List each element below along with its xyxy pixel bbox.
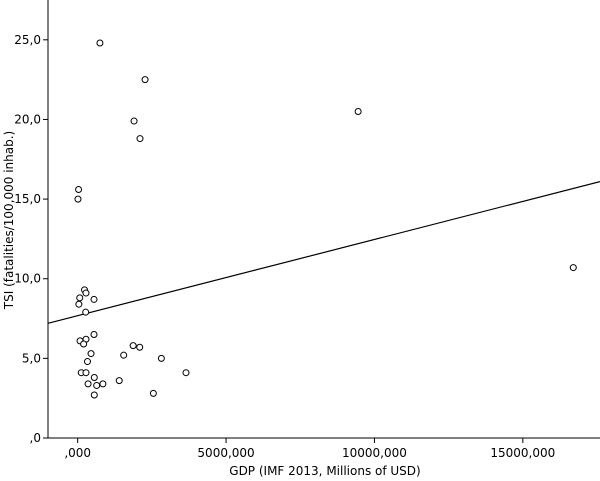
data-point [129,342,137,350]
data-point [120,351,128,359]
y-tick-label: 5,0 [22,351,41,365]
y-tick-label: ,0 [30,431,41,445]
y-tick-label: 25,0 [14,33,41,47]
fit-line-group [47,180,600,324]
data-point [83,358,91,366]
x-tick-label: 10000,000 [342,446,407,460]
data-point [93,381,101,389]
x-axis-title: GDP (IMF 2013, Millions of USD) [229,464,420,478]
data-point [90,373,98,381]
data-point [82,308,90,316]
y-tick-label: 15,0 [14,192,41,206]
y-tick-label: 10,0 [14,272,41,286]
y-axis-title: TSI (fatalities/100,000 inhab.) [2,131,16,310]
x-tick-label: 5000,000 [197,446,254,460]
data-points [74,39,577,399]
plot-area: ,000 5000,000 10000,000 15000,000 ,0 5,0 10,0… [14,0,600,460]
x-axis-ticks: ,000 5000,000 10000,000 15000,000 [64,438,555,460]
data-point [80,340,88,348]
x-tick-label: 15000,000 [490,446,555,460]
data-point [182,369,190,377]
data-point [130,117,138,125]
data-point [149,389,157,397]
data-point [96,39,104,47]
data-point [157,354,165,362]
data-point [75,300,83,308]
data-point [354,107,362,115]
data-point [90,330,98,338]
x-tick-label: ,000 [64,446,91,460]
data-point [74,195,82,203]
data-point [75,186,83,194]
data-point [82,289,90,297]
data-point [82,369,90,377]
data-point [90,295,98,303]
y-tick-label: 20,0 [14,112,41,126]
fit-line [47,180,600,324]
data-point [84,380,92,388]
data-point [99,380,107,388]
data-point [136,135,144,143]
data-point [136,343,144,351]
data-point [115,377,123,385]
data-point [76,294,84,302]
data-point [90,391,98,399]
data-point [569,264,577,272]
y-axis-ticks: ,0 5,0 10,0 15,0 20,0 25,0 [14,33,48,445]
data-point [87,350,95,358]
data-point [141,76,149,84]
